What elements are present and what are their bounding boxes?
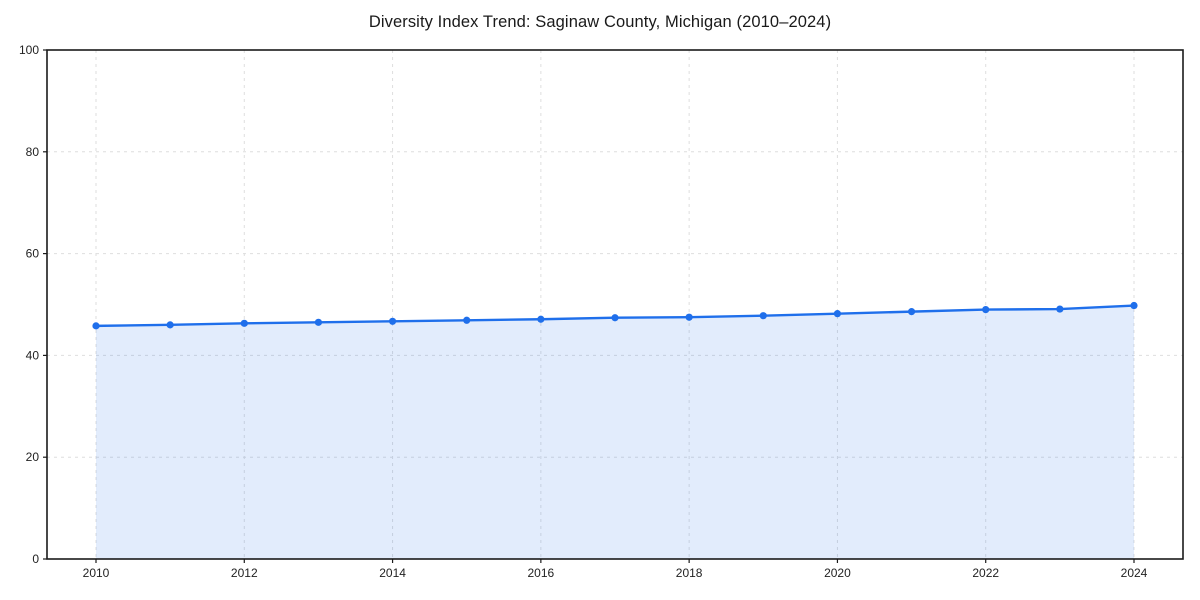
x-tick-label: 2010 xyxy=(83,566,110,580)
data-point-2021 xyxy=(907,308,916,316)
data-point-2016 xyxy=(537,315,545,323)
data-point-2019 xyxy=(759,312,767,320)
data-point-2018 xyxy=(685,313,693,321)
data-point-2013 xyxy=(314,318,323,326)
y-tick-label: 0 xyxy=(32,552,39,566)
data-point-2012 xyxy=(240,319,248,327)
y-tick-label: 40 xyxy=(26,348,40,362)
data-point-2024 xyxy=(1130,301,1138,310)
x-tick-label: 2024 xyxy=(1121,566,1148,580)
x-tick-label: 2020 xyxy=(824,566,851,580)
y-tick-label: 60 xyxy=(26,247,40,261)
data-point-2023 xyxy=(1056,305,1064,313)
data-point-2017 xyxy=(611,314,619,322)
data-point-2014 xyxy=(388,317,397,325)
data-point-2015 xyxy=(463,316,471,324)
x-tick-label: 2018 xyxy=(676,566,703,580)
x-tick-label: 2012 xyxy=(231,566,258,580)
data-point-2011 xyxy=(166,321,174,329)
plot-border xyxy=(46,49,1184,560)
x-tick-label: 2022 xyxy=(972,566,999,580)
series-markers xyxy=(92,301,1138,330)
x-tick-label: 2016 xyxy=(528,566,555,580)
data-point-2022 xyxy=(982,305,990,314)
tick-labels: 2010 2012 2014 2016 2018 2020 2022 2024 0 20 40 60 8… xyxy=(19,43,1148,580)
tick-marks xyxy=(43,49,1135,563)
y-tick-label: 80 xyxy=(26,145,40,159)
data-point-2010 xyxy=(92,322,100,330)
chart-title: Diversity Index Trend: Saginaw County, M… xyxy=(368,13,832,31)
x-tick-label: 2014 xyxy=(379,566,406,580)
y-tick-label: 100 xyxy=(19,43,39,57)
data-point-2020 xyxy=(833,310,842,318)
y-tick-label: 20 xyxy=(26,450,40,464)
series-area-fill xyxy=(96,305,1134,559)
